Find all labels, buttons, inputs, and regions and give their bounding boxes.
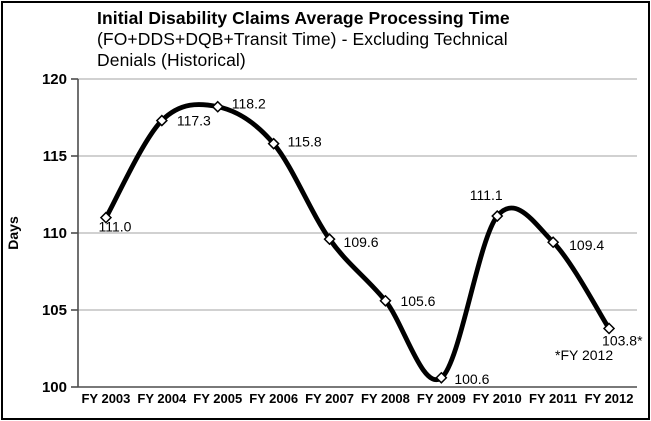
chart-title-line2: (FO+DDS+DQB+Transit Time) - Excluding Te… bbox=[97, 29, 508, 49]
data-point-marker bbox=[267, 137, 280, 150]
x-category-label: FY 2012 bbox=[585, 391, 634, 406]
data-point-label: 103.8* bbox=[602, 332, 643, 348]
data-point-marker bbox=[323, 233, 336, 246]
data-point-marker bbox=[547, 236, 560, 249]
data-point-marker bbox=[602, 322, 616, 335]
data-point-label: 105.6 bbox=[400, 293, 435, 309]
data-point-marker bbox=[211, 100, 224, 113]
line-chart: 100 105 110 115 120 FY 2003 FY 2004 FY 2005 FY 2… bbox=[5, 71, 643, 406]
y-axis-title: Days bbox=[5, 216, 21, 250]
x-category-label: FY 2006 bbox=[249, 391, 298, 406]
data-point-label: 118.2 bbox=[232, 96, 266, 112]
x-category-label: FY 2010 bbox=[473, 391, 522, 406]
footnote-annotation: *FY 2012 bbox=[555, 347, 614, 363]
y-tick-label: 100 bbox=[42, 379, 67, 396]
data-point-label: 111.1 bbox=[470, 187, 503, 203]
x-category-label: FY 2003 bbox=[81, 391, 130, 406]
data-point-marker bbox=[435, 371, 448, 384]
y-tick-label: 115 bbox=[43, 148, 67, 165]
data-point-marker bbox=[155, 114, 168, 127]
data-point-label: 117.3 bbox=[177, 113, 211, 129]
chart-title: Initial Disability Claims Average Proces… bbox=[97, 8, 510, 71]
data-point-label: 109.6 bbox=[344, 234, 379, 250]
x-category-label: FY 2005 bbox=[193, 391, 242, 406]
x-category-label: FY 2009 bbox=[417, 391, 466, 406]
x-category-label: FY 2011 bbox=[529, 391, 577, 406]
data-point-marker bbox=[379, 294, 392, 307]
data-point-label: 109.4 bbox=[569, 237, 604, 253]
series-line bbox=[103, 102, 612, 383]
x-category-label: FY 2008 bbox=[361, 391, 410, 406]
data-point-marker bbox=[99, 211, 113, 224]
y-tick-label: 110 bbox=[43, 225, 67, 242]
data-point-label: 111.0 bbox=[98, 219, 131, 235]
chart-title-line1: Initial Disability Claims Average Proces… bbox=[97, 8, 510, 28]
data-point-label: 115.8 bbox=[288, 134, 322, 150]
chart-title-line3: Denials (Historical) bbox=[97, 50, 246, 70]
y-tick-label: 105 bbox=[42, 302, 67, 319]
data-point-label: 100.6 bbox=[454, 371, 489, 387]
y-tick-label: 120 bbox=[42, 71, 67, 88]
x-category-label: FY 2007 bbox=[305, 391, 354, 406]
data-point-marker bbox=[491, 209, 504, 223]
x-category-label: FY 2004 bbox=[137, 391, 187, 406]
